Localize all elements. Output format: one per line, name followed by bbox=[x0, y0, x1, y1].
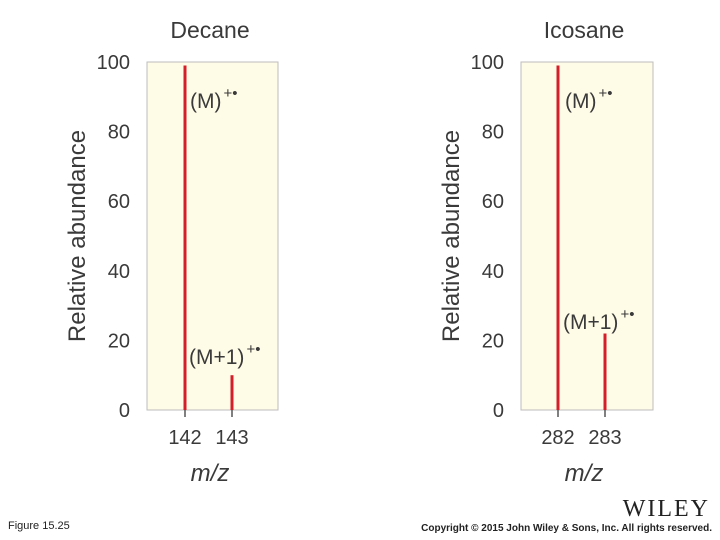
x-ticks: 282 283 bbox=[541, 410, 622, 449]
chart-icosane: Icosane Relative abundance m/z 0 20 40 6… bbox=[438, 17, 654, 487]
y-tick-0: 0 bbox=[119, 400, 130, 422]
annotation-molecular-ion: (M) +• bbox=[190, 85, 238, 113]
x-axis-label: m/z bbox=[565, 460, 604, 487]
figure-label: Figure 15.25 bbox=[8, 520, 70, 532]
bars bbox=[556, 65, 607, 410]
y-tick-20: 20 bbox=[482, 330, 504, 352]
x-tick-282: 282 bbox=[541, 427, 574, 449]
chart-title: Icosane bbox=[544, 17, 625, 43]
plot-area bbox=[520, 61, 654, 411]
x-tick-283: 283 bbox=[588, 427, 621, 449]
chart-title: Decane bbox=[170, 17, 249, 43]
plot-area bbox=[146, 61, 279, 411]
y-tick-40: 40 bbox=[108, 261, 130, 283]
y-ticks: 0 20 40 60 80 100 bbox=[471, 52, 504, 422]
y-ticks: 0 20 40 60 80 100 bbox=[97, 52, 130, 422]
x-tick-143: 143 bbox=[215, 427, 248, 449]
y-tick-40: 40 bbox=[482, 261, 504, 283]
y-axis-label: Relative abundance bbox=[438, 130, 465, 342]
wiley-logo: WILEY bbox=[622, 496, 710, 522]
y-tick-100: 100 bbox=[471, 52, 504, 74]
y-tick-60: 60 bbox=[108, 191, 130, 213]
copyright-notice: Copyright © 2015 John Wiley & Sons, Inc.… bbox=[421, 523, 712, 534]
y-tick-80: 80 bbox=[482, 122, 504, 144]
y-tick-60: 60 bbox=[482, 191, 504, 213]
y-tick-80: 80 bbox=[108, 122, 130, 144]
x-tick-142: 142 bbox=[168, 427, 201, 449]
annotation-m-plus-1: (M+1) +• bbox=[563, 306, 634, 334]
y-axis-label: Relative abundance bbox=[64, 130, 91, 342]
x-ticks: 142 143 bbox=[168, 410, 249, 449]
x-axis-label: m/z bbox=[191, 460, 230, 487]
y-tick-20: 20 bbox=[108, 330, 130, 352]
y-tick-100: 100 bbox=[97, 52, 130, 74]
y-tick-0: 0 bbox=[493, 400, 504, 422]
annotation-m-plus-1: (M+1) +• bbox=[189, 341, 260, 369]
chart-decane: Decane Relative abundance m/z 0 20 40 60… bbox=[64, 17, 279, 487]
bars bbox=[183, 65, 234, 410]
annotation-molecular-ion: (M) +• bbox=[565, 85, 613, 113]
